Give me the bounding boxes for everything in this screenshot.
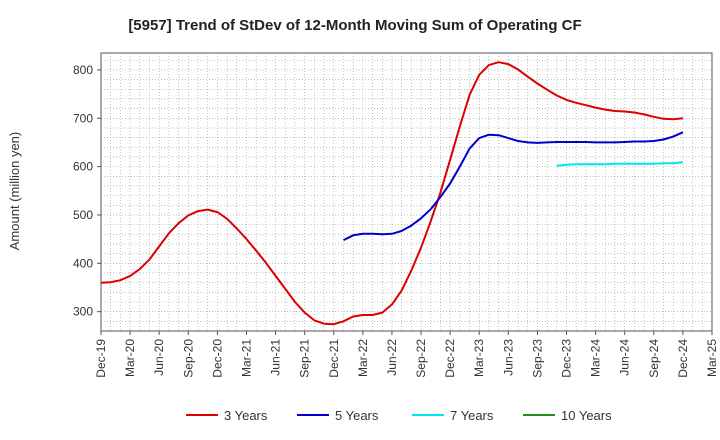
- x-tick-label: Mar-22: [356, 339, 370, 377]
- series-line: [556, 161, 683, 167]
- y-tick-label: 500: [73, 208, 93, 222]
- y-tick-label: 800: [73, 63, 93, 77]
- y-axis-ticks: 300 400 500 600 700 800: [73, 63, 101, 319]
- x-tick-label: Dec-22: [443, 339, 457, 378]
- legend-label: 5 Years: [335, 408, 379, 423]
- y-axis-label: Amount (million yen): [7, 132, 22, 251]
- x-axis-ticks: Dec-19 Mar-20 Jun-20 Sep-20 Dec-20 Mar-21 Jun-…: [94, 331, 719, 378]
- x-tick-label: Sep-21: [298, 339, 312, 378]
- legend-label: 10 Years: [561, 408, 612, 423]
- x-tick-label: Sep-20: [181, 339, 195, 378]
- x-tick-label: Mar-20: [123, 339, 137, 377]
- chart-title: [5957] Trend of StDev of 12-Month Moving…: [128, 17, 581, 34]
- grid: [100, 53, 713, 331]
- plot-frame: [100, 52, 713, 332]
- x-tick-label: Mar-21: [239, 339, 253, 377]
- y-tick-label: 400: [73, 256, 93, 270]
- x-tick-label: Dec-20: [210, 339, 224, 378]
- x-tick-label: Mar-25: [705, 339, 719, 377]
- x-tick-label: Sep-24: [647, 339, 661, 378]
- x-tick-label: Jun-24: [618, 339, 632, 376]
- x-tick-label: Dec-24: [676, 339, 690, 378]
- legend-label: 3 Years: [224, 408, 268, 423]
- legend: 3 Years 5 Years 7 Years 10 Years: [186, 408, 612, 423]
- series-line: [100, 61, 683, 326]
- x-tick-label: Dec-23: [560, 339, 574, 378]
- series-line: [343, 131, 684, 241]
- x-tick-label: Mar-23: [472, 339, 486, 377]
- y-tick-label: 300: [73, 305, 93, 319]
- series-layer: [100, 61, 684, 326]
- legend-label: 7 Years: [450, 408, 494, 423]
- x-tick-label: Sep-22: [414, 339, 428, 378]
- x-tick-label: Jun-23: [501, 339, 515, 376]
- x-tick-label: Dec-19: [94, 339, 108, 378]
- x-tick-label: Sep-23: [530, 339, 544, 378]
- y-tick-label: 700: [73, 111, 93, 125]
- x-tick-label: Dec-21: [327, 339, 341, 378]
- x-tick-label: Jun-20: [152, 339, 166, 376]
- y-tick-label: 600: [73, 160, 93, 174]
- x-tick-label: Mar-24: [589, 339, 603, 377]
- x-tick-label: Jun-22: [385, 339, 399, 376]
- x-tick-label: Jun-21: [269, 339, 283, 376]
